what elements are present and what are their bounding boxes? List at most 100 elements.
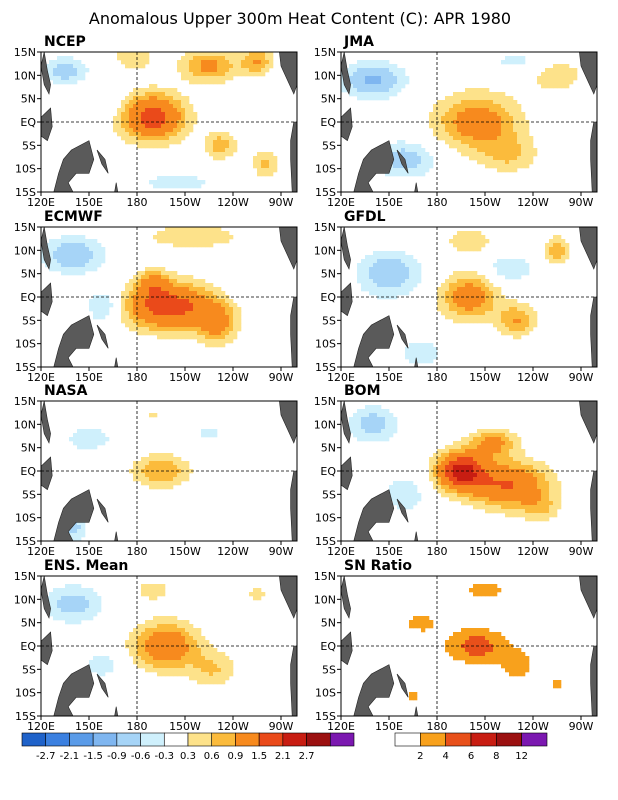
heatmap-cell bbox=[141, 283, 146, 288]
heatmap-cell bbox=[509, 656, 514, 661]
heatmap-cell bbox=[465, 247, 470, 252]
heatmap-cell bbox=[521, 56, 526, 61]
heatmap-cell bbox=[97, 604, 102, 609]
heatmap-cell bbox=[193, 323, 198, 328]
heatmap-cell bbox=[509, 128, 514, 133]
heatmap-cell bbox=[501, 315, 506, 320]
heatmap-cell bbox=[121, 303, 126, 308]
heatmap-cell bbox=[457, 489, 462, 494]
heatmap-cell bbox=[137, 295, 142, 300]
heatmap-cell bbox=[161, 668, 166, 673]
heatmap-cell bbox=[453, 636, 458, 641]
heatmap-cell bbox=[77, 521, 82, 526]
heatmap-cell bbox=[473, 152, 478, 157]
heatmap-cell bbox=[457, 235, 462, 240]
heatmap-cell bbox=[505, 96, 510, 101]
heatmap-cell bbox=[473, 656, 478, 661]
heatmap-cell bbox=[141, 144, 146, 149]
heatmap-cell bbox=[497, 433, 502, 438]
heatmap-cell bbox=[53, 608, 58, 613]
heatmap-cell bbox=[413, 172, 418, 177]
colorbar-swatch bbox=[21, 732, 47, 747]
heatmap-cell bbox=[153, 307, 158, 312]
heatmap-cell bbox=[173, 457, 178, 462]
colorbars: -2.7 -2.1 -1.5 -0.9 -0.6 -0.3 0.3 0.6 0.9 1.5 2.1 2… bbox=[21, 732, 548, 762]
heatmap-cell bbox=[165, 271, 170, 276]
heatmap-cell bbox=[81, 267, 86, 272]
heatmap-cell bbox=[93, 612, 98, 617]
heatmap-cell bbox=[465, 307, 470, 312]
heatmap-cell bbox=[381, 72, 386, 77]
heatmap-cell bbox=[105, 299, 110, 304]
heatmap-cell bbox=[485, 88, 490, 93]
heatmap-cell bbox=[385, 275, 390, 280]
heatmap-cell bbox=[501, 116, 506, 121]
heatmap-cell bbox=[425, 355, 430, 360]
heatmap-cell bbox=[393, 263, 398, 268]
land-mass bbox=[341, 227, 351, 270]
heatmap-cell bbox=[249, 72, 254, 77]
heatmap-cell bbox=[85, 239, 90, 244]
heatmap-cell bbox=[213, 335, 218, 340]
heatmap-cell bbox=[237, 319, 242, 324]
heatmap-cell bbox=[529, 307, 534, 312]
heatmap-cell bbox=[101, 247, 106, 252]
heatmap-cell bbox=[453, 449, 458, 454]
heatmap-cell bbox=[433, 351, 438, 356]
heatmap-cell bbox=[133, 632, 138, 637]
heatmap-cell bbox=[173, 323, 178, 328]
heatmap-cell bbox=[221, 343, 226, 348]
heatmap-cell bbox=[553, 251, 558, 256]
heatmap-cell bbox=[473, 287, 478, 292]
heatmap-cell bbox=[545, 251, 550, 256]
land-mass bbox=[341, 52, 351, 95]
heatmap-cell bbox=[517, 469, 522, 474]
heatmap-cell bbox=[145, 52, 150, 57]
heatmap-cell bbox=[153, 112, 158, 117]
heatmap-cell bbox=[505, 259, 510, 264]
heatmap-cell bbox=[65, 616, 70, 621]
heatmap-cell bbox=[521, 124, 526, 129]
heatmap-cell bbox=[53, 60, 58, 65]
heatmap-cell bbox=[169, 319, 174, 324]
heatmap-cell bbox=[53, 239, 58, 244]
heatmap-cell bbox=[449, 287, 454, 292]
heatmap-cell bbox=[449, 128, 454, 133]
heatmap-cell bbox=[145, 128, 150, 133]
heatmap-cell bbox=[145, 331, 150, 336]
heatmap-cell bbox=[201, 283, 206, 288]
heatmap-cell bbox=[381, 291, 386, 296]
heatmap-cell bbox=[501, 477, 506, 482]
heatmap-cell bbox=[513, 160, 518, 165]
heatmap-cell bbox=[497, 100, 502, 105]
heatmap-cell bbox=[461, 303, 466, 308]
heatmap-cell bbox=[477, 243, 482, 248]
heatmap-cell bbox=[129, 648, 134, 653]
heatmap-cell bbox=[473, 291, 478, 296]
heatmap-cell bbox=[185, 112, 190, 117]
heatmap-cell bbox=[481, 239, 486, 244]
y-tick-label: EQ bbox=[320, 291, 336, 304]
heatmap-cell bbox=[221, 140, 226, 145]
heatmap-cell bbox=[173, 295, 178, 300]
heatmap-cell bbox=[225, 331, 230, 336]
heatmap-cell bbox=[537, 80, 542, 85]
heatmap-cell bbox=[477, 660, 482, 665]
heatmap-cell bbox=[217, 672, 222, 677]
heatmap-cell bbox=[157, 112, 162, 117]
heatmap-cell bbox=[477, 505, 482, 510]
colorbar-label: -2.7 bbox=[36, 751, 56, 762]
heatmap-cell bbox=[489, 100, 494, 105]
heatmap-cell bbox=[473, 453, 478, 458]
heatmap-cell bbox=[481, 279, 486, 284]
heatmap-cell bbox=[141, 136, 146, 141]
heatmap-cell bbox=[65, 247, 70, 252]
heatmap-cell bbox=[549, 255, 554, 260]
heatmap-cell bbox=[509, 505, 514, 510]
heatmap-cell bbox=[165, 331, 170, 336]
heatmap-cell bbox=[465, 303, 470, 308]
heatmap-cell bbox=[249, 68, 254, 73]
heatmap-cell bbox=[521, 497, 526, 502]
heatmap-cell bbox=[569, 76, 574, 81]
heatmap-cell bbox=[241, 52, 246, 57]
